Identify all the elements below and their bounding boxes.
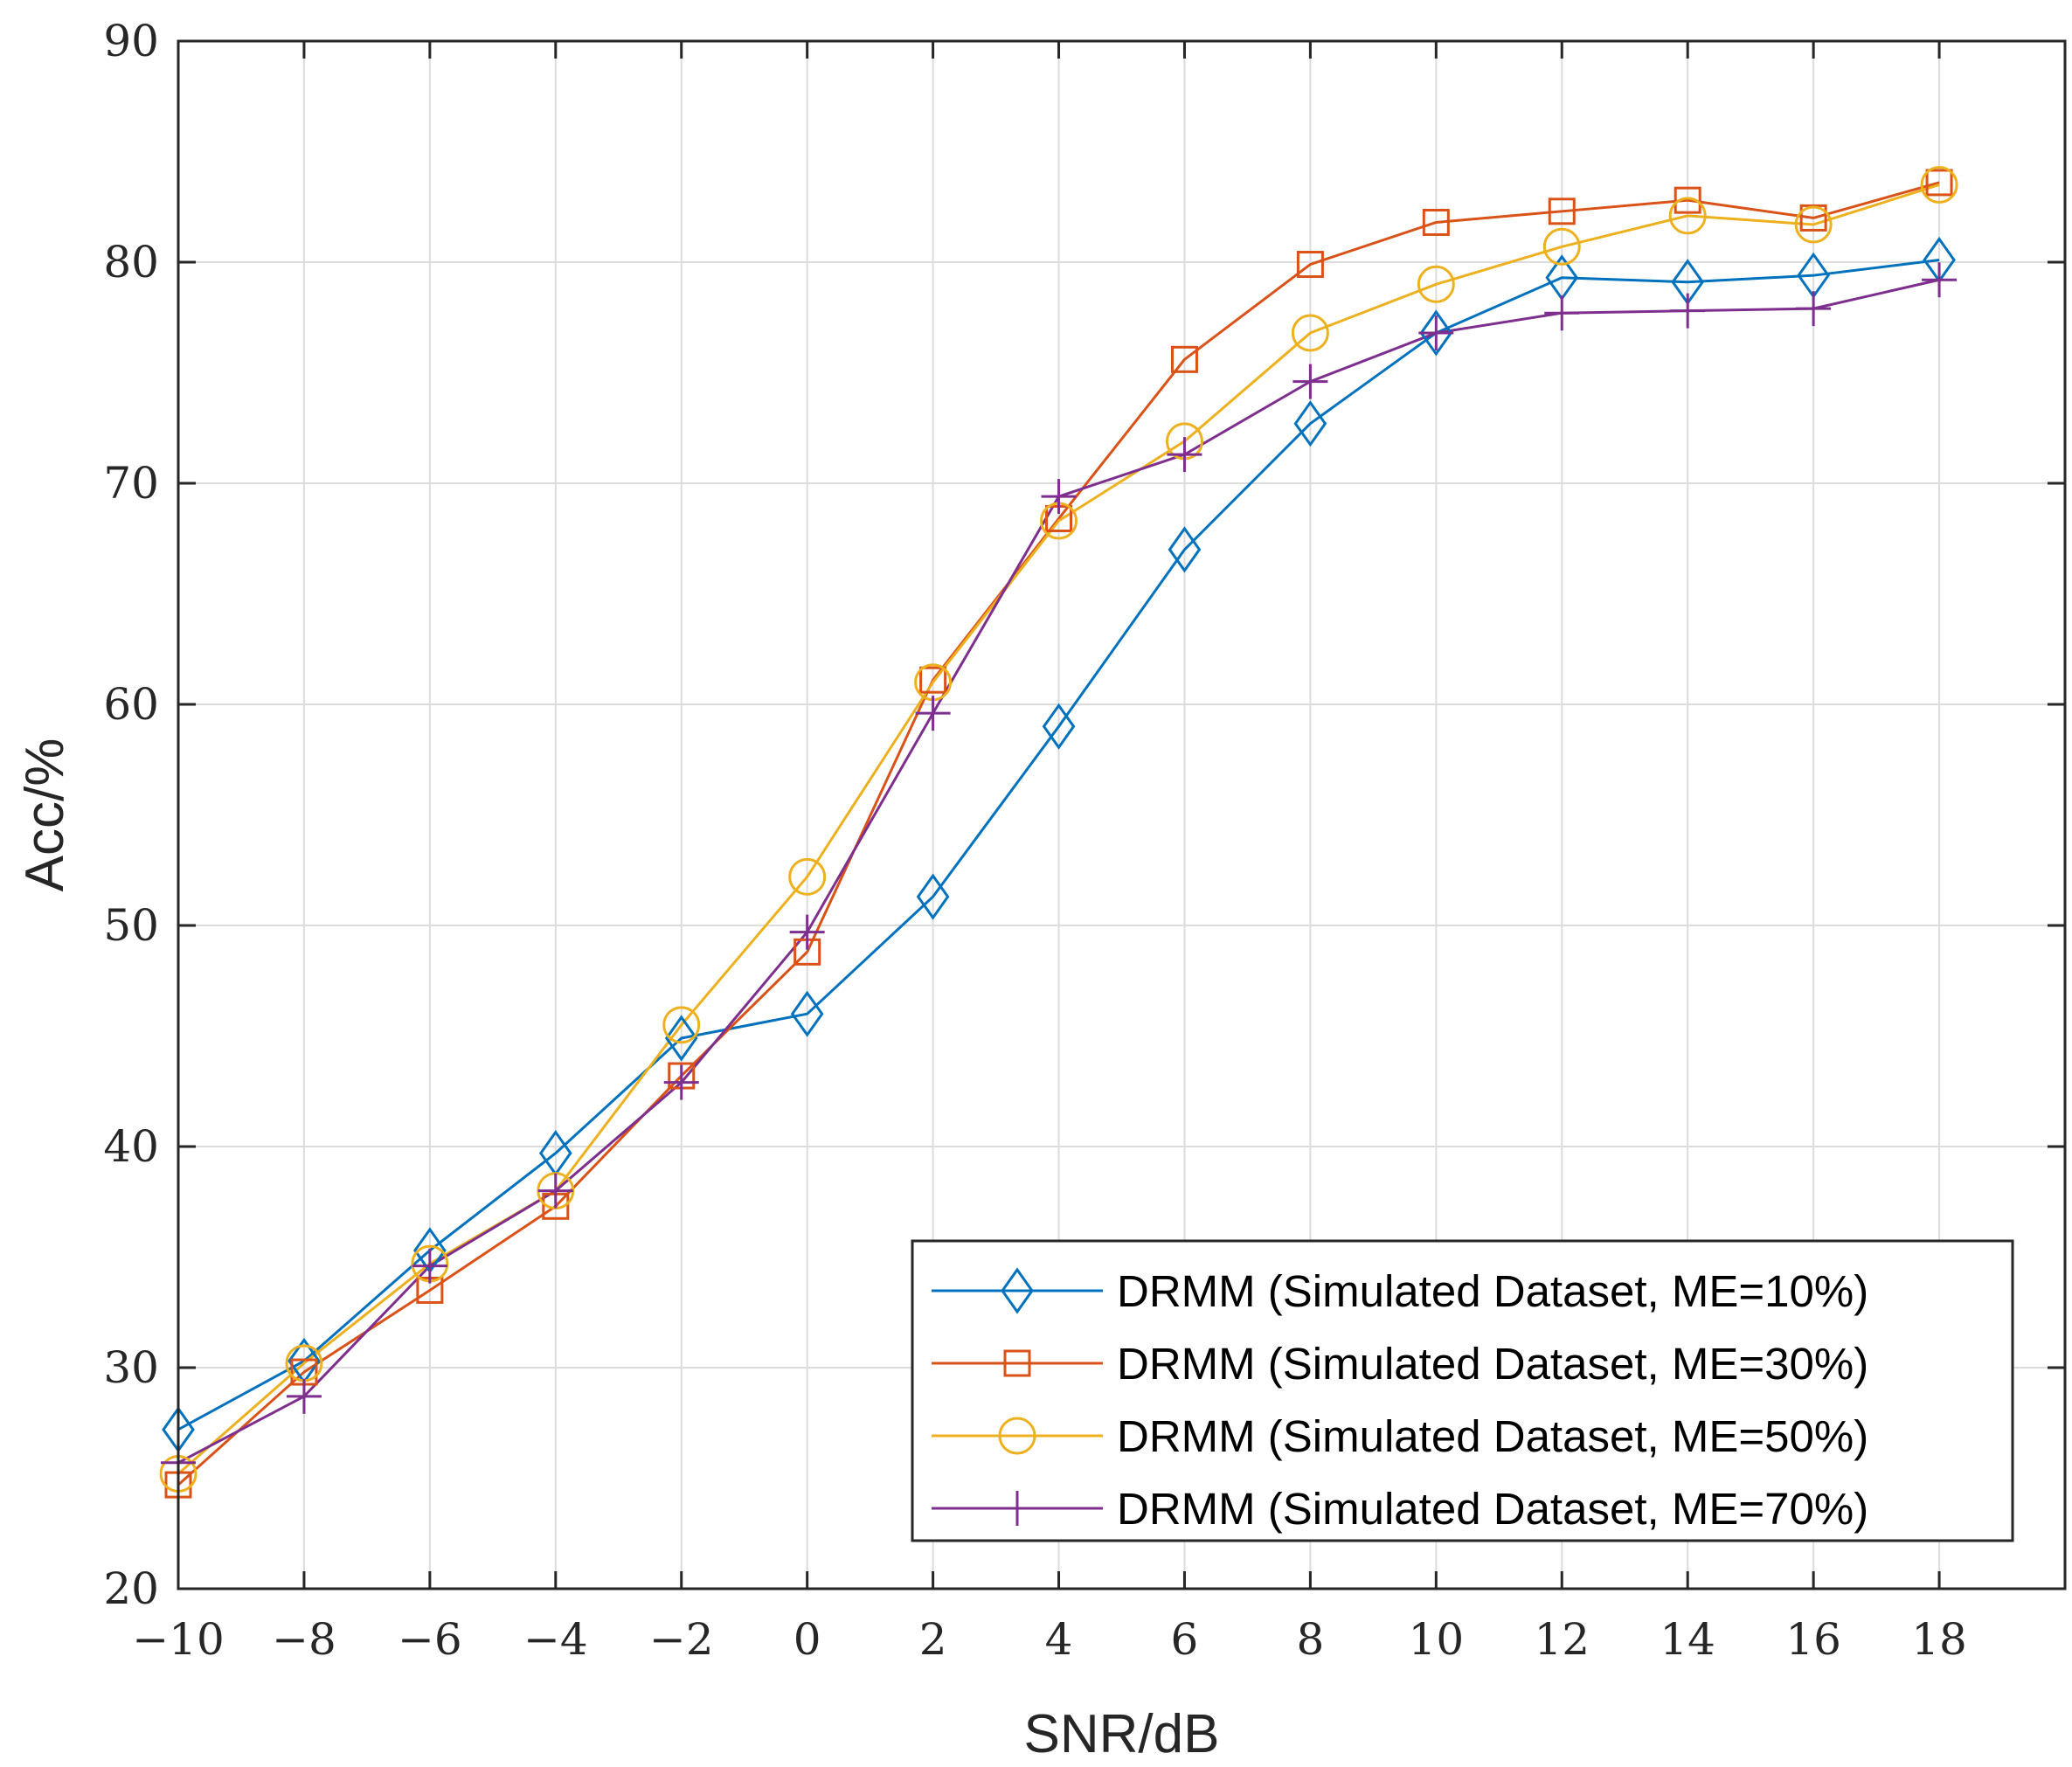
diamond-marker — [790, 990, 824, 1037]
legend-item: DRMM (Simulated Dataset, ME=10%) — [932, 1266, 1868, 1316]
y-tick-label: 30 — [103, 1342, 159, 1393]
circle-marker — [1920, 165, 1958, 204]
y-tick-label: 20 — [103, 1563, 159, 1614]
square-marker — [1925, 169, 1953, 197]
legend-item: DRMM (Simulated Dataset, ME=70%) — [932, 1484, 1868, 1534]
x-tick-label: 2 — [919, 1614, 947, 1665]
legend-label: DRMM (Simulated Dataset, ME=10%) — [1117, 1266, 1868, 1316]
x-tick-label: −8 — [272, 1614, 336, 1665]
x-axis-tick-labels: −10 −8 −6 −4 −2 0 2 4 6 8 10 12 14 16 18 — [132, 1614, 1967, 1665]
axis-ticks — [177, 39, 2065, 1590]
y-tick-label: 70 — [103, 458, 159, 509]
circle-marker — [1417, 265, 1455, 303]
x-tick-label: 4 — [1045, 1614, 1073, 1665]
diamond-marker — [1001, 1267, 1034, 1314]
diamond-marker — [916, 873, 950, 920]
circle-marker — [1542, 227, 1581, 266]
x-axis-label: SNR/dB — [1024, 1704, 1220, 1764]
legend-item: DRMM (Simulated Dataset, ME=30%) — [932, 1339, 1868, 1389]
x-tick-label: 12 — [1534, 1614, 1590, 1665]
plus-marker — [1292, 364, 1328, 399]
plus-marker — [1041, 479, 1077, 515]
y-axis-tick-labels: 20 30 40 50 60 70 80 90 — [103, 16, 159, 1614]
plus-marker — [1922, 262, 1958, 298]
x-tick-label: −2 — [649, 1614, 714, 1665]
circle-marker — [998, 1417, 1036, 1455]
square-marker — [1548, 197, 1576, 225]
legend-label: DRMM (Simulated Dataset, ME=70%) — [1117, 1484, 1868, 1534]
series-line-1 — [177, 258, 1940, 1431]
square-marker — [1422, 208, 1450, 236]
plus-marker — [663, 1064, 699, 1100]
circle-marker — [1668, 197, 1707, 235]
plot-area-border — [177, 39, 2067, 1590]
square-marker — [919, 666, 947, 694]
y-tick-label: 50 — [103, 900, 159, 951]
plus-marker — [1670, 293, 1706, 329]
plus-marker — [915, 696, 951, 731]
circle-marker — [662, 1006, 701, 1044]
diamond-marker — [664, 1015, 698, 1062]
plus-marker — [1418, 315, 1454, 350]
circle-marker — [1291, 314, 1329, 352]
diamond-marker — [1168, 526, 1202, 573]
legend-item: DRMM (Simulated Dataset, ME=50%) — [932, 1411, 1868, 1461]
square-marker — [1003, 1349, 1031, 1377]
circle-marker — [788, 857, 827, 896]
legend-label: DRMM (Simulated Dataset, ME=30%) — [1117, 1339, 1868, 1389]
x-tick-label: 14 — [1660, 1614, 1715, 1665]
x-tick-label: 18 — [1911, 1614, 1967, 1665]
y-tick-label: 60 — [103, 679, 159, 730]
square-marker — [1296, 251, 1324, 279]
x-tick-label: −6 — [398, 1614, 462, 1665]
diamond-marker — [1419, 309, 1453, 357]
x-tick-label: −10 — [132, 1614, 225, 1665]
x-tick-label: 10 — [1409, 1614, 1465, 1665]
plus-marker — [1167, 437, 1202, 473]
square-marker — [1674, 186, 1701, 214]
x-tick-label: −4 — [523, 1614, 588, 1665]
plus-marker — [537, 1173, 573, 1209]
y-tick-label: 80 — [103, 237, 159, 288]
plus-marker — [789, 914, 825, 950]
series-line-2 — [177, 181, 1940, 1486]
plus-marker — [286, 1378, 322, 1414]
square-marker — [1170, 345, 1198, 373]
diamond-marker — [1293, 400, 1327, 447]
y-tick-label: 40 — [103, 1121, 159, 1172]
legend: DRMM (Simulated Dataset, ME=10%) DRMM (Si… — [911, 1239, 2014, 1542]
plus-marker — [412, 1248, 447, 1284]
square-marker — [1799, 204, 1827, 232]
x-tick-label: 16 — [1785, 1614, 1841, 1665]
plus-marker — [1544, 295, 1580, 331]
x-tick-label: 8 — [1296, 1614, 1324, 1665]
plus-marker — [1000, 1491, 1035, 1526]
y-tick-label: 90 — [103, 16, 159, 66]
x-tick-label: 0 — [793, 1614, 821, 1665]
circle-marker — [1794, 205, 1833, 244]
y-axis-label: Acc/% — [15, 738, 75, 892]
legend-label: DRMM (Simulated Dataset, ME=50%) — [1117, 1411, 1868, 1461]
x-tick-label: 6 — [1171, 1614, 1199, 1665]
diamond-marker — [1042, 703, 1076, 750]
plus-marker — [1796, 291, 1832, 327]
